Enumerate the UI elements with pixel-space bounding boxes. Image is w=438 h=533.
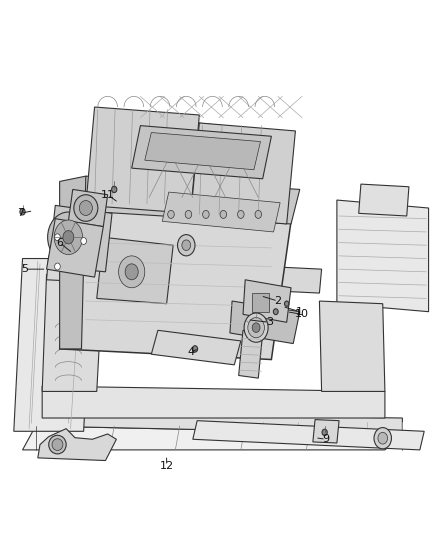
Ellipse shape [182, 240, 191, 251]
Ellipse shape [81, 238, 86, 245]
Ellipse shape [55, 234, 60, 241]
Polygon shape [313, 419, 339, 443]
Ellipse shape [79, 200, 92, 215]
Ellipse shape [168, 211, 174, 219]
Ellipse shape [63, 231, 74, 244]
Text: 12: 12 [159, 461, 174, 471]
Polygon shape [337, 200, 428, 312]
Text: 5: 5 [21, 264, 28, 274]
Ellipse shape [285, 301, 289, 306]
Ellipse shape [374, 427, 392, 449]
Ellipse shape [112, 186, 117, 192]
Polygon shape [162, 192, 280, 232]
Polygon shape [132, 126, 272, 179]
Ellipse shape [48, 212, 89, 263]
Ellipse shape [177, 235, 195, 256]
Ellipse shape [322, 429, 327, 435]
Bar [252, 293, 269, 312]
Text: 11: 11 [101, 190, 115, 200]
Text: 10: 10 [295, 309, 309, 319]
Ellipse shape [49, 435, 66, 454]
Polygon shape [42, 272, 103, 391]
Polygon shape [14, 259, 92, 431]
Polygon shape [319, 301, 385, 391]
Ellipse shape [54, 220, 82, 255]
Polygon shape [60, 208, 291, 360]
Polygon shape [239, 330, 263, 378]
Text: 1: 1 [296, 306, 303, 317]
Polygon shape [230, 301, 300, 344]
Ellipse shape [244, 313, 268, 342]
Ellipse shape [378, 432, 388, 444]
Polygon shape [46, 219, 103, 277]
Polygon shape [77, 176, 300, 224]
Ellipse shape [273, 309, 278, 314]
Polygon shape [22, 426, 403, 450]
Text: 6: 6 [56, 238, 63, 247]
Ellipse shape [255, 211, 261, 219]
Polygon shape [38, 429, 117, 461]
Polygon shape [86, 107, 199, 213]
Polygon shape [68, 189, 108, 227]
Ellipse shape [220, 211, 226, 219]
Ellipse shape [248, 318, 265, 338]
Ellipse shape [119, 256, 145, 288]
Ellipse shape [125, 264, 138, 280]
Ellipse shape [74, 195, 98, 221]
Polygon shape [46, 256, 321, 293]
Ellipse shape [252, 323, 260, 333]
Ellipse shape [192, 346, 198, 352]
Polygon shape [60, 176, 86, 349]
Text: 7: 7 [17, 208, 24, 219]
Polygon shape [49, 205, 112, 272]
Ellipse shape [203, 211, 209, 219]
Text: 9: 9 [322, 434, 329, 445]
Polygon shape [193, 421, 424, 450]
Ellipse shape [55, 263, 60, 270]
Text: 3: 3 [266, 317, 273, 327]
Polygon shape [191, 123, 295, 224]
Polygon shape [151, 330, 241, 365]
Ellipse shape [185, 211, 192, 219]
Text: 2: 2 [274, 296, 282, 306]
Polygon shape [145, 133, 261, 169]
Polygon shape [35, 413, 403, 434]
Text: 4: 4 [187, 346, 194, 357]
Ellipse shape [237, 211, 244, 219]
Ellipse shape [52, 439, 63, 450]
Polygon shape [243, 280, 291, 322]
Polygon shape [359, 184, 409, 216]
Polygon shape [42, 386, 385, 418]
Ellipse shape [20, 208, 25, 215]
Polygon shape [97, 237, 173, 304]
Polygon shape [20, 259, 86, 426]
